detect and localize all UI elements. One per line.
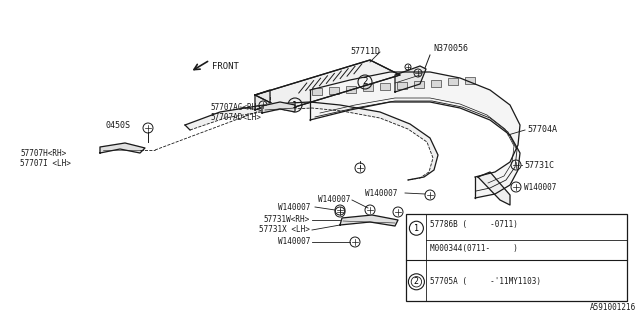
Polygon shape [185, 102, 438, 180]
Polygon shape [478, 172, 510, 205]
Text: 57731W<RH>: 57731W<RH> [264, 215, 310, 225]
Text: 1: 1 [292, 100, 298, 109]
Polygon shape [448, 78, 458, 85]
Text: 57704A: 57704A [527, 125, 557, 134]
Text: 57711D: 57711D [350, 47, 380, 57]
Text: 1: 1 [414, 224, 419, 233]
Text: 57731C: 57731C [524, 161, 554, 170]
Polygon shape [363, 84, 373, 92]
Text: 57707AC<RH>: 57707AC<RH> [210, 102, 261, 111]
Text: M000344(0711-     ): M000344(0711- ) [430, 244, 518, 253]
Text: N370056: N370056 [433, 44, 468, 53]
Polygon shape [340, 215, 398, 226]
Polygon shape [255, 60, 400, 110]
Text: 57707I <LH>: 57707I <LH> [20, 158, 71, 167]
Text: 57707AD<LH>: 57707AD<LH> [210, 113, 261, 122]
Polygon shape [397, 82, 407, 89]
Polygon shape [431, 80, 441, 87]
Text: 2: 2 [414, 277, 419, 286]
Text: 57731X <LH>: 57731X <LH> [259, 226, 310, 235]
Polygon shape [395, 66, 426, 92]
Polygon shape [414, 81, 424, 88]
Polygon shape [312, 88, 322, 95]
Polygon shape [100, 143, 145, 153]
Polygon shape [465, 77, 475, 84]
Text: W140007: W140007 [278, 203, 310, 212]
Text: 2: 2 [362, 77, 368, 86]
Text: W140007: W140007 [365, 188, 397, 197]
Polygon shape [262, 102, 295, 113]
Polygon shape [310, 72, 520, 198]
Bar [406, 214, 627, 301]
Text: 57705A (     -'11MY1103): 57705A ( -'11MY1103) [430, 277, 541, 286]
Text: 0450S: 0450S [105, 121, 130, 130]
Text: 57707H<RH>: 57707H<RH> [20, 148, 67, 157]
Text: A591001216: A591001216 [589, 303, 636, 313]
Text: W140007: W140007 [278, 237, 310, 246]
Text: FRONT: FRONT [212, 62, 239, 71]
Polygon shape [346, 85, 356, 92]
Polygon shape [255, 90, 270, 110]
Text: W140007: W140007 [317, 196, 350, 204]
Text: 57786B (     -0711): 57786B ( -0711) [430, 220, 518, 229]
Polygon shape [329, 87, 339, 94]
Text: W140007: W140007 [524, 182, 556, 191]
Polygon shape [380, 83, 390, 90]
